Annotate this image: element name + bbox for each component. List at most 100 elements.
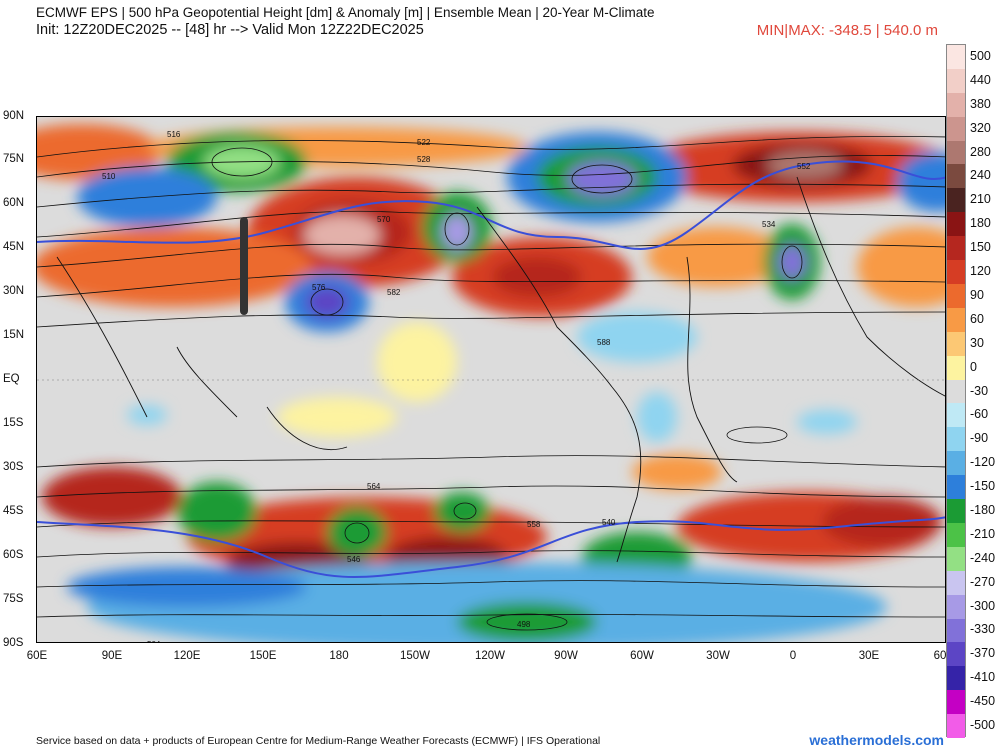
lat-label: EQ (3, 373, 20, 385)
colorbar-segment (947, 140, 965, 165)
colorbar-segment (947, 68, 965, 94)
contour-label: 504 (147, 640, 161, 643)
height-contours (37, 135, 945, 631)
colorbar-label: 150 (970, 240, 991, 255)
colorbar-segment (947, 283, 965, 309)
colorbar-label: -150 (970, 479, 996, 494)
lon-label: 60W (630, 650, 654, 662)
colorbar-label: 120 (970, 264, 991, 279)
colorbar-label: 90 (970, 287, 984, 302)
contour-label: 534 (762, 220, 776, 229)
contour-label: 510 (102, 172, 116, 181)
min-max-readout: MIN|MAX: -348.5 | 540.0 m (756, 22, 938, 39)
lat-label: 90S (3, 637, 24, 649)
colorbar-label: -330 (970, 622, 996, 637)
lat-label: 60N (3, 197, 25, 209)
colorbar-segment (947, 236, 965, 261)
chart-title: ECMWF EPS | 500 hPa Geopotential Height … (36, 5, 655, 20)
map-canvas: 516 510 498 522 528 534 540 546 552 558 … (37, 117, 945, 643)
contour-label: 576 (312, 283, 326, 292)
lon-label: 120W (474, 650, 506, 662)
contour-label: 516 (167, 130, 181, 139)
colorbar-segment (947, 260, 965, 285)
lat-label: 15S (3, 417, 24, 429)
init-valid-time: Init: 12Z20DEC2025 -- [48] hr --> Valid … (36, 22, 424, 38)
lat-label: 75S (3, 593, 24, 605)
lat-label: 45N (3, 241, 25, 253)
colorbar-label: 240 (970, 168, 991, 183)
colorbar-label: -240 (970, 550, 996, 565)
colorbar-segment (947, 642, 965, 667)
lon-label: 0 (789, 650, 797, 662)
lon-label: 150W (399, 650, 431, 662)
lat-label: 45S (3, 505, 24, 517)
colorbar-label: 180 (970, 216, 991, 231)
colorbar-segment (947, 379, 965, 404)
colorbar-segment (947, 666, 965, 691)
colorbar-label: -450 (970, 694, 996, 709)
lon-label: 30W (706, 650, 730, 662)
colorbar-segment (947, 594, 965, 619)
colorbar-label: -60 (970, 407, 989, 422)
anomaly-map[interactable]: 516 510 498 522 528 534 540 546 552 558 … (36, 116, 946, 643)
contour-label: 558 (527, 520, 541, 529)
contour-label: 564 (367, 482, 381, 491)
data-credit: Service based on data + products of Euro… (36, 735, 601, 747)
colorbar-segment (947, 212, 965, 237)
colorbar-label: 30 (970, 335, 984, 350)
lon-label: 60E (26, 650, 48, 662)
colorbar-label: 0 (970, 359, 977, 374)
lon-label: 180 (329, 650, 349, 662)
colorbar-segment (947, 45, 965, 70)
contour-label: 528 (417, 155, 431, 164)
colorbar-label: -90 (970, 431, 989, 446)
colorbar-label: -500 (970, 718, 996, 733)
lat-label: 75N (3, 153, 25, 165)
colorbar-label: 320 (970, 120, 991, 135)
contour-label: 522 (417, 138, 431, 147)
colorbar-segment (947, 546, 965, 572)
colorbar-segment (947, 714, 965, 739)
colorbar-label: 60 (970, 311, 984, 326)
lat-label: 30S (3, 461, 24, 473)
colorbar-label: 500 (970, 48, 991, 63)
lat-label: 15N (3, 329, 25, 341)
anomaly-field (37, 124, 945, 642)
colorbar-label: -180 (970, 502, 996, 517)
colorbar-segment (947, 475, 965, 500)
colorbar-label: 440 (970, 72, 991, 87)
contour-label: 570 (377, 215, 391, 224)
colorbar-label: -270 (970, 574, 996, 589)
colorbar-label: 210 (970, 192, 991, 207)
contour-label-group: 516 510 498 522 528 534 540 546 552 558 … (102, 130, 811, 643)
colorbar (946, 44, 966, 739)
colorbar-segment (947, 355, 965, 381)
colorbar-segment (947, 92, 965, 118)
colorbar-label: -300 (970, 598, 996, 613)
brand-link[interactable]: weathermodels.com (809, 732, 944, 748)
colorbar-segment (947, 451, 965, 476)
colorbar-segment (947, 164, 965, 189)
lat-label: 90N (3, 110, 25, 122)
colorbar-label: -210 (970, 526, 996, 541)
coastlines (56, 176, 945, 563)
lat-label: 30N (3, 285, 25, 297)
lon-label: 60 (933, 650, 947, 662)
cross-section-marker (240, 217, 248, 315)
lon-label: 120E (173, 650, 201, 662)
colorbar-segment (947, 618, 965, 643)
contour-label: 552 (797, 162, 811, 171)
lon-label: 150E (249, 650, 277, 662)
contour-label: 540 (602, 518, 616, 527)
colorbar-label: -120 (970, 455, 996, 470)
colorbar-label: 280 (970, 144, 991, 159)
lon-label: 90E (101, 650, 123, 662)
colorbar-segment (947, 427, 965, 452)
lon-label: 90W (554, 650, 578, 662)
colorbar-label: -30 (970, 383, 989, 398)
colorbar-label: -410 (970, 670, 996, 685)
colorbar-segment (947, 499, 965, 524)
colorbar-segment (947, 403, 965, 428)
contour-label: 546 (347, 555, 361, 564)
colorbar-segment (947, 116, 965, 142)
